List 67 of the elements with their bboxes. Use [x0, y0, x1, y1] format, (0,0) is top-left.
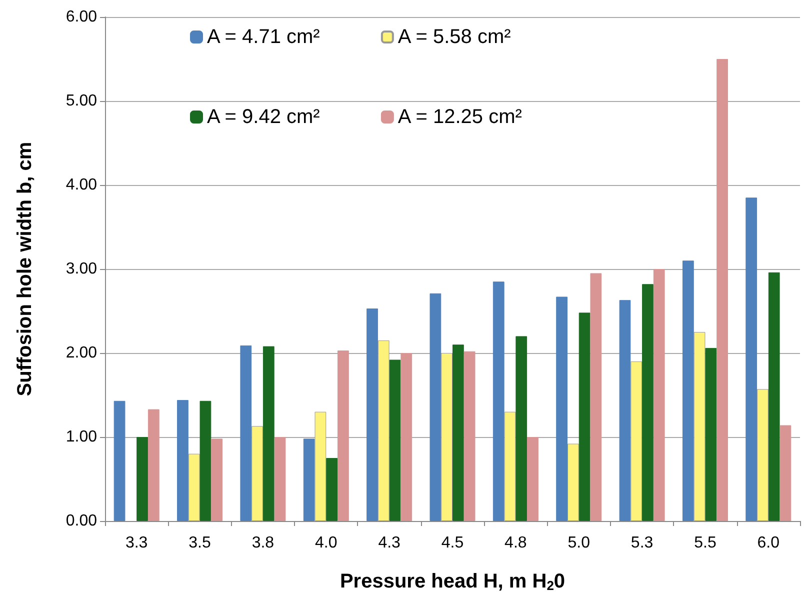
- y-tick-label: 2.00: [66, 344, 98, 362]
- y-tick-label: 5.00: [66, 92, 98, 110]
- bar: [430, 293, 442, 521]
- bar: [516, 336, 528, 521]
- x-tick-label: 4.5: [441, 534, 464, 552]
- x-tick-label: 3.8: [252, 534, 274, 552]
- bar: [780, 425, 792, 521]
- bar: [492, 282, 504, 521]
- bar: [177, 400, 188, 521]
- bar: [682, 260, 694, 521]
- bar: [527, 437, 538, 521]
- legend-label: A = 5.58 cm²: [398, 26, 512, 48]
- y-tick-label: 1.00: [66, 428, 98, 446]
- bar: [252, 426, 263, 521]
- x-tick-label: 3.3: [125, 534, 148, 552]
- x-tick-label: 4.8: [504, 534, 527, 552]
- legend-label: A = 9.42 cm²: [207, 106, 320, 128]
- bar: [338, 350, 349, 521]
- bar: [716, 59, 728, 521]
- x-axis-title: Pressure head H, m H20: [340, 570, 566, 593]
- y-tick-label: 6.00: [66, 8, 98, 26]
- legend-label: A = 4.71 cm²: [207, 26, 320, 48]
- bar: [694, 332, 706, 521]
- y-tick-label: 4.00: [66, 176, 98, 194]
- bar: [757, 389, 768, 521]
- bar: [188, 454, 200, 521]
- bar: [590, 273, 602, 521]
- x-tick-label: 3.5: [188, 534, 211, 552]
- bar: [200, 400, 212, 521]
- bar: [389, 360, 401, 521]
- bar: [136, 437, 148, 521]
- bar: [452, 344, 464, 521]
- y-tick-label: 0.00: [66, 512, 98, 530]
- bar: [630, 361, 642, 521]
- bar: [441, 353, 452, 521]
- bar: [464, 351, 476, 521]
- bar: [619, 300, 631, 521]
- bar: [653, 269, 665, 521]
- x-tick-label: 4.0: [315, 534, 338, 552]
- bar: [314, 412, 326, 521]
- bar: [240, 345, 252, 521]
- bar: [148, 409, 160, 521]
- bar: [746, 198, 758, 521]
- bar: [274, 437, 286, 521]
- bar: [556, 296, 568, 521]
- bar: [326, 458, 338, 521]
- bar: [366, 308, 378, 521]
- x-tick-label: 5.3: [630, 534, 654, 552]
- x-tick-label: 5.0: [568, 534, 590, 552]
- legend-label: A = 12.25 cm²: [398, 106, 522, 128]
- x-tick-label: 5.5: [694, 534, 716, 552]
- bar: [262, 346, 274, 521]
- y-tick-label: 3.00: [66, 260, 98, 278]
- bar: [705, 348, 717, 521]
- x-tick-label: 6.0: [757, 534, 780, 552]
- bar: [378, 340, 390, 521]
- bar: [504, 412, 516, 521]
- bar: [578, 312, 590, 521]
- bar: [211, 438, 223, 521]
- y-axis-title: Suffosion hole width b, cm: [14, 142, 36, 396]
- bar: [400, 353, 412, 521]
- bar: [303, 438, 315, 521]
- x-tick-label: 4.3: [378, 534, 401, 552]
- bar: [567, 444, 579, 521]
- bar: [642, 284, 654, 521]
- bar: [768, 272, 780, 521]
- bar: [114, 400, 126, 521]
